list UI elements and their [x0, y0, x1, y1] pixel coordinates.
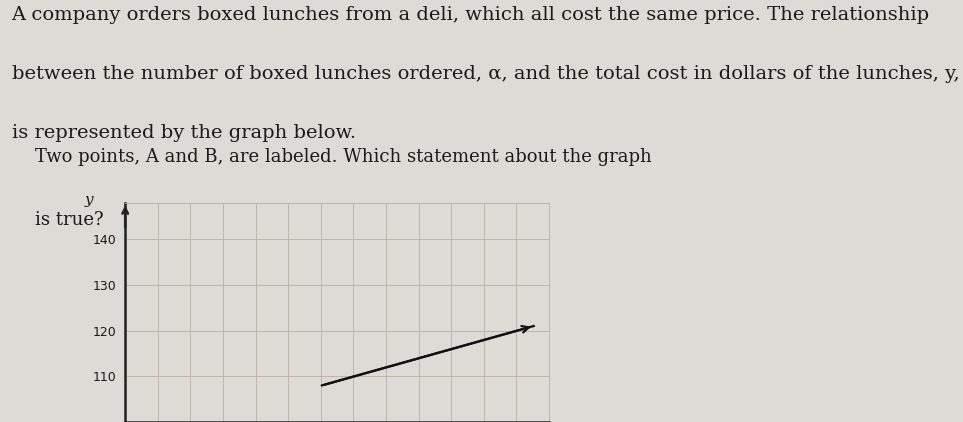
- Text: is true?: is true?: [12, 211, 103, 229]
- Text: A company orders boxed lunches from a deli, which all cost the same price. The r: A company orders boxed lunches from a de…: [12, 6, 929, 24]
- Text: Two points, A and B, are labeled. Which statement about the graph: Two points, A and B, are labeled. Which …: [12, 148, 651, 166]
- Text: is represented by the graph below.: is represented by the graph below.: [12, 124, 355, 143]
- Text: y: y: [85, 193, 93, 207]
- Text: between the number of boxed lunches ordered, α, and the total cost in dollars of: between the number of boxed lunches orde…: [12, 65, 959, 84]
